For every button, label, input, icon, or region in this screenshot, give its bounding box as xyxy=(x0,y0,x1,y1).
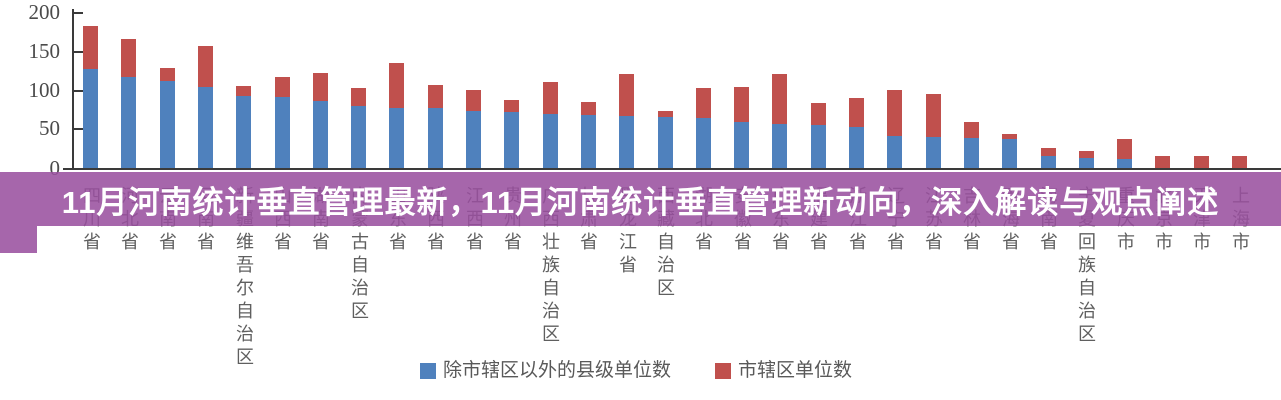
bar-segment-district-units xyxy=(581,102,596,115)
x-axis-line xyxy=(63,168,1281,170)
legend-item-district-units: 市辖区单位数 xyxy=(715,361,852,381)
bar-segment-district-units xyxy=(466,90,481,111)
bar-segment-county-units xyxy=(581,115,596,168)
bar-segment-district-units xyxy=(428,85,443,108)
x-axis-category-label: 宁夏回族自治区 xyxy=(1076,186,1096,347)
bar-segment-county-units xyxy=(658,117,673,168)
bar-segment-county-units xyxy=(772,124,787,168)
title-banner: 11月河南统计垂直管理最新，11月河南统计垂直管理新动向，深入解读与观点阐述 xyxy=(0,172,1281,226)
y-axis-tick xyxy=(74,51,83,53)
y-axis-tick-label: 100 xyxy=(28,78,61,102)
bar-segment-district-units xyxy=(1002,134,1017,139)
bar-segment-county-units xyxy=(504,112,519,168)
bar-segment-county-units xyxy=(389,108,404,168)
bar-segment-district-units xyxy=(1155,156,1170,168)
y-axis-tick-label: 50 xyxy=(39,116,60,140)
bar-segment-district-units xyxy=(121,39,136,77)
bar-segment-county-units xyxy=(351,106,366,168)
x-axis-category-label: 新疆维吾尔自治区 xyxy=(234,186,254,370)
y-axis-tick-label: 200 xyxy=(28,0,61,24)
bar-segment-district-units xyxy=(198,46,213,87)
bar-segment-district-units xyxy=(83,26,98,69)
legend-label-district-units: 市辖区单位数 xyxy=(738,360,853,381)
bar-segment-county-units xyxy=(696,118,711,168)
legend-item-county-units: 除市辖区以外的县级单位数 xyxy=(420,361,671,381)
bar-segment-district-units xyxy=(351,88,366,106)
bar-segment-district-units xyxy=(543,82,558,114)
bar-segment-county-units xyxy=(926,137,941,168)
y-axis-tick-label: 150 xyxy=(28,39,61,63)
bar-segment-county-units xyxy=(121,77,136,168)
bar-segment-county-units xyxy=(428,108,443,168)
bar-segment-district-units xyxy=(849,98,864,127)
bar-segment-county-units xyxy=(83,69,98,168)
y-axis-tick-label: 0 xyxy=(49,156,61,180)
y-axis-tick xyxy=(74,90,83,92)
bar-segment-district-units xyxy=(275,77,290,97)
bar-segment-county-units xyxy=(619,116,634,168)
bar-segment-district-units xyxy=(1079,151,1094,158)
bar-segment-district-units xyxy=(313,73,328,101)
bar-segment-county-units xyxy=(811,125,826,168)
bar-segment-county-units xyxy=(160,81,175,168)
bar-segment-district-units xyxy=(696,88,711,118)
legend-label-county-units: 除市辖区以外的县级单位数 xyxy=(443,360,672,381)
bar-segment-district-units xyxy=(1194,156,1209,168)
bar-segment-county-units xyxy=(275,97,290,168)
legend-swatch-blue xyxy=(420,363,436,379)
bar-segment-district-units xyxy=(1117,139,1132,159)
bar-segment-district-units xyxy=(619,74,634,116)
bar-segment-county-units xyxy=(466,111,481,168)
bar-segment-county-units xyxy=(236,96,251,168)
chart-legend: 除市辖区以外的县级单位数 市辖区单位数 xyxy=(420,361,852,381)
bar-segment-county-units xyxy=(1002,139,1017,168)
legend-swatch-red xyxy=(715,363,732,379)
y-axis-tick xyxy=(74,168,83,170)
bar-segment-county-units xyxy=(849,127,864,168)
bar-segment-district-units xyxy=(160,68,175,81)
bar-segment-county-units xyxy=(887,136,902,168)
bar-segment-district-units xyxy=(1041,148,1056,156)
bar-segment-district-units xyxy=(504,100,519,112)
bar-segment-district-units xyxy=(887,90,902,136)
bar-segment-county-units xyxy=(734,122,749,168)
bar-segment-county-units xyxy=(198,87,213,168)
y-axis-tick xyxy=(74,12,83,14)
y-axis-line xyxy=(72,9,74,170)
bar-segment-district-units xyxy=(964,122,979,138)
bar-segment-county-units xyxy=(1079,158,1094,168)
bar-segment-county-units xyxy=(543,114,558,168)
bar-segment-district-units xyxy=(734,87,749,122)
y-axis-tick xyxy=(74,128,83,130)
x-axis-category-label: 广西壮族自治区 xyxy=(540,186,560,347)
bar-segment-district-units xyxy=(236,86,251,96)
bar-segment-district-units xyxy=(658,111,673,117)
bar-segment-district-units xyxy=(1232,156,1247,168)
bar-segment-district-units xyxy=(389,63,404,108)
banner-title-text: 11月河南统计垂直管理最新，11月河南统计垂直管理新动向，深入解读与观点阐述 xyxy=(61,184,1220,220)
bar-segment-district-units xyxy=(772,74,787,124)
bar-segment-county-units xyxy=(1117,159,1132,168)
bar-segment-county-units xyxy=(313,101,328,168)
bar-segment-district-units xyxy=(926,94,941,137)
bar-segment-county-units xyxy=(1041,156,1056,168)
bar-segment-district-units xyxy=(811,103,826,125)
banner-corner-tab xyxy=(0,226,37,253)
bar-segment-county-units xyxy=(964,138,979,168)
